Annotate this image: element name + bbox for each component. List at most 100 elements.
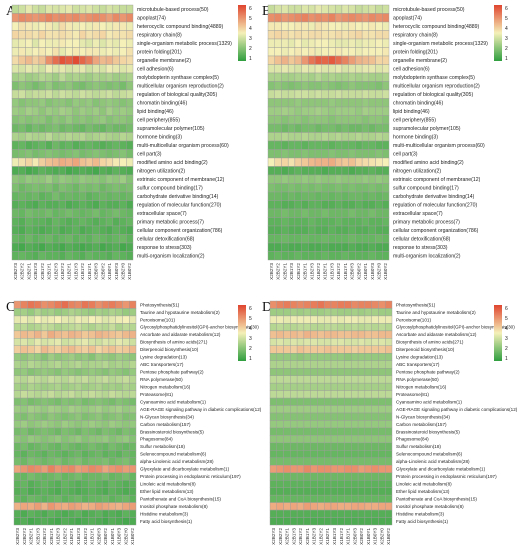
heatmap-cell — [368, 217, 376, 227]
heatmap-cell — [290, 405, 298, 414]
heatmap-cell — [52, 21, 60, 31]
heatmap-cell — [65, 64, 73, 74]
heatmap-cell — [335, 30, 343, 40]
heatmap-cell — [11, 81, 19, 91]
heatmap-cell — [54, 472, 62, 481]
heatmap-cell — [385, 472, 393, 481]
heatmap-cell — [328, 191, 336, 201]
heatmap-cell — [31, 157, 40, 167]
heatmap-cell — [126, 98, 134, 108]
heatmap-cell — [310, 442, 318, 451]
row-label: Protein processing in endoplasmic reticu… — [396, 474, 497, 479]
heatmap-cell — [54, 487, 62, 496]
heatmap-cell — [382, 242, 390, 252]
heatmap-cell — [335, 234, 343, 244]
row-label: heterocyclic compound binding(4889) — [137, 24, 223, 30]
heatmap-cell — [385, 330, 393, 339]
heatmap-cell — [314, 183, 322, 193]
heatmap-cell — [68, 397, 76, 406]
heatmap-cell — [276, 368, 284, 376]
heatmap-cell — [296, 450, 305, 458]
heatmap-cell — [99, 38, 107, 48]
column-label: X2B1Y3 — [33, 263, 38, 280]
heatmap-cell — [112, 157, 120, 167]
heatmap-cell — [355, 132, 363, 142]
column-label: X1B2Y2 — [62, 528, 67, 545]
column-label: X2B2Y1 — [29, 528, 34, 545]
heatmap-cell — [95, 330, 103, 339]
heatmap-cell — [81, 420, 89, 429]
heatmap-cell — [79, 183, 87, 193]
heatmap-cell — [40, 405, 49, 414]
heatmap-cell — [357, 442, 366, 451]
heatmap-cell — [25, 38, 33, 48]
heatmap-cell — [45, 191, 53, 201]
heatmap-cell — [269, 323, 277, 332]
heatmap-cell — [11, 140, 19, 150]
heatmap-cell — [328, 47, 336, 57]
heatmap-cell — [74, 390, 82, 399]
heatmap-cell — [25, 64, 33, 74]
heatmap-cell — [108, 435, 116, 444]
heatmap-cell — [101, 420, 110, 429]
heatmap-cell — [368, 251, 376, 261]
heatmap-cell — [79, 21, 87, 31]
heatmap-cell — [18, 55, 26, 65]
heatmap-cell — [81, 472, 89, 481]
heatmap-cell — [126, 47, 134, 57]
column-label: X2B1Y1 — [303, 263, 308, 280]
heatmap-cell — [20, 323, 28, 332]
heatmap-cell — [368, 132, 376, 142]
row-label: RNA polymerase(50) — [140, 377, 183, 382]
heatmap-cell — [45, 13, 53, 23]
heatmap-cell — [112, 183, 120, 193]
legend-tick-label: 4 — [505, 26, 508, 32]
row-label: Photosynthesis(51) — [140, 302, 180, 307]
heatmap-cell — [112, 234, 120, 244]
heatmap-cell — [335, 81, 343, 91]
heatmap-cell — [108, 509, 116, 518]
heatmap-cell — [31, 115, 40, 125]
heatmap-cell — [324, 397, 332, 406]
heatmap-cell — [52, 208, 60, 218]
heatmap-cell — [47, 435, 55, 444]
row-label: Glyoxylate and dicarboxylate metabolism(… — [140, 467, 230, 472]
heatmap-cell — [34, 450, 42, 458]
heatmap-cell — [31, 251, 40, 261]
heatmap-cell — [27, 360, 35, 369]
heatmap-cell — [310, 494, 318, 503]
heatmap-cell — [303, 397, 311, 406]
heatmap-cell — [375, 132, 383, 142]
heatmap-cell — [68, 517, 76, 526]
heatmap-cell — [31, 38, 40, 48]
heatmap-cell — [344, 450, 352, 458]
row-label: Carbon metabolism(157) — [140, 422, 191, 427]
heatmap-cell — [126, 55, 134, 65]
heatmap-cell — [375, 183, 383, 193]
heatmap-cell — [11, 21, 19, 31]
heatmap-cell — [31, 191, 40, 201]
heatmap-cell — [54, 420, 62, 429]
heatmap-cell — [31, 13, 40, 23]
heatmap-cell — [330, 308, 338, 317]
heatmap-cell — [269, 368, 277, 376]
heatmap-cell — [112, 242, 120, 252]
heatmap-cell — [290, 360, 298, 369]
heatmap-cell — [68, 368, 76, 376]
heatmap-cell — [355, 166, 363, 176]
heatmap-cell — [368, 81, 376, 91]
heatmap-cell — [115, 397, 123, 406]
heatmap-cell — [25, 4, 33, 14]
heatmap-cell — [351, 360, 359, 369]
heatmap-cell — [303, 353, 311, 361]
heatmap-cell — [119, 183, 127, 193]
heatmap-cell — [330, 435, 338, 444]
heatmap-cell — [88, 517, 96, 526]
heatmap-cell — [40, 397, 49, 406]
heatmap-cell — [364, 375, 372, 384]
heatmap-cell — [351, 412, 359, 421]
row-label: nitrogen utilization(2) — [137, 169, 185, 175]
heatmap-cell — [126, 157, 134, 167]
column-label: X2B1Y3 — [289, 263, 294, 280]
heatmap-cell — [382, 200, 390, 210]
